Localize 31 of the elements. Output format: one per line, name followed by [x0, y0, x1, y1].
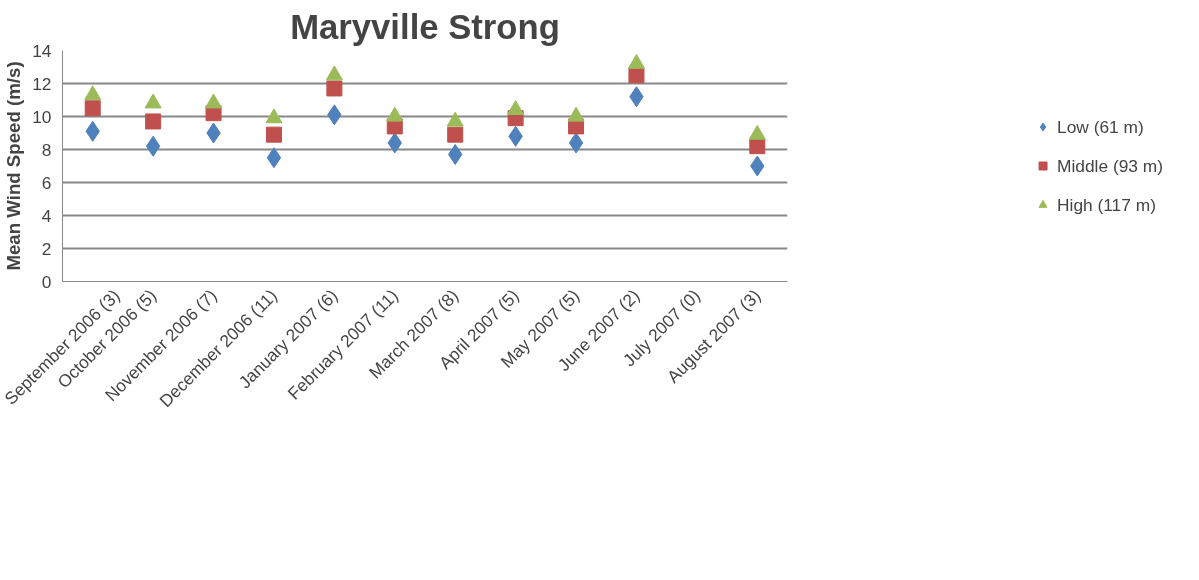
point [84, 85, 102, 101]
y-tick-label: 4 [41, 205, 52, 226]
point [567, 106, 585, 122]
point [446, 111, 464, 127]
point [145, 113, 162, 130]
point [447, 126, 464, 143]
point [145, 135, 161, 157]
y-axis-title: Mean Wind Speed (m/s) [3, 61, 25, 271]
point [568, 132, 584, 154]
legend-label: Middle (93 m) [1057, 155, 1163, 176]
point [205, 93, 223, 109]
y-tick-label: 0 [41, 271, 52, 292]
y-tick-label: 12 [32, 73, 52, 94]
y-tick-label: 10 [32, 106, 52, 127]
point [265, 108, 283, 124]
point [386, 106, 404, 122]
point [325, 65, 343, 81]
y-tick-label: 14 [32, 40, 52, 61]
point [265, 126, 282, 143]
y-tick-label: 2 [41, 238, 52, 259]
y-tick-label: 8 [41, 139, 52, 160]
point [144, 93, 162, 109]
y-tick-label: 6 [41, 172, 52, 193]
chart-title: Maryville Strong [290, 7, 560, 46]
point [84, 100, 101, 117]
point [266, 147, 282, 169]
legend-label: High (117 m) [1057, 194, 1156, 215]
point [326, 80, 343, 97]
point [507, 100, 525, 116]
point [627, 53, 645, 69]
legend-label: Low (61 m) [1057, 116, 1144, 137]
